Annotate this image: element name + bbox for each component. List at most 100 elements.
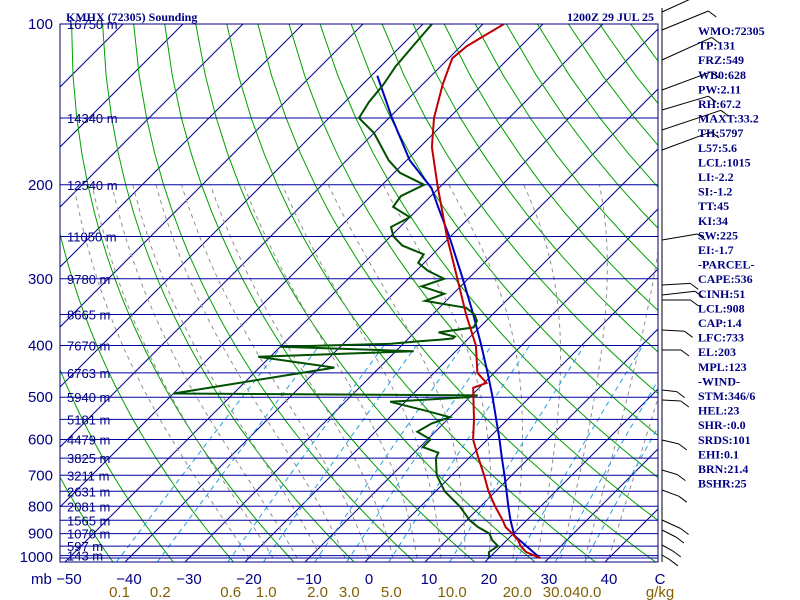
mixing-ratio-line [262, 345, 417, 562]
height-tick-label: 5181 m [67, 412, 110, 427]
plot-frame [59, 23, 659, 563]
mixing-ratio-tick-label: 0.1 [109, 584, 130, 600]
isotherm-line [60, 24, 184, 148]
wind-barb [661, 131, 712, 151]
index-item: LI:-2.2 [698, 170, 734, 184]
wind-barb [661, 389, 677, 393]
isotherm-line [124, 28, 658, 562]
mixing-ratio-line [227, 345, 385, 562]
isotherm-line [484, 388, 658, 562]
height-tick-label: 143 m [67, 549, 103, 564]
wind-barb-flag [678, 443, 688, 451]
chart-title: KMHX (72305) Sounding [66, 10, 197, 24]
wind-barb-flag [694, 290, 704, 298]
wind-barb-flag [690, 299, 699, 307]
mixing-ratio-tick-label: 30.0 [543, 584, 572, 600]
index-item: CAPE:536 [698, 272, 753, 286]
moist-adiabat-line [181, 184, 370, 559]
dry-adiabat-line [474, 24, 658, 270]
pressure-tick-label: 900 [28, 526, 53, 543]
height-tick-label: 3825 m [67, 451, 110, 466]
pressure-tick-label: 1000 [20, 549, 53, 566]
temperature-tick-label: −50 [56, 571, 81, 588]
index-item: STM:346/6 [698, 389, 755, 403]
pressure-tick-label: 400 [28, 338, 53, 355]
moist-adiabat-line [243, 184, 418, 559]
temperature-tick-label: −40 [116, 571, 141, 588]
dry-adiabat-line [60, 368, 174, 562]
temperature-tick-label: 10 [421, 571, 438, 588]
isotherm-line [544, 448, 658, 562]
height-tick-label: 597 m [67, 539, 103, 554]
mixing-ratio-line [583, 426, 658, 562]
pressure-tick-label: 500 [28, 389, 53, 406]
dry-adiabat-line [381, 24, 658, 395]
index-item: L57:5.6 [698, 141, 737, 155]
chart-timestamp: 1200Z 29 JUL 25 [567, 10, 654, 24]
index-item: TT:45 [698, 199, 729, 213]
wind-barb-flag [680, 400, 690, 408]
temperature-tick-label: 40 [601, 571, 618, 588]
pressure-tick-label: 600 [28, 432, 53, 449]
height-tick-label: 1565 m [67, 513, 110, 528]
wind-barb [661, 554, 671, 561]
height-tick-label: 5940 m [67, 390, 110, 405]
mixing-ratio-tick-label: 20.0 [503, 584, 532, 600]
height-tick-label: 8665 m [67, 308, 110, 323]
wind-barb-flag [669, 559, 679, 567]
pressure-tick-label: 300 [28, 271, 53, 288]
dry-adiabat-line [412, 24, 658, 353]
index-item: PW:2.11 [698, 82, 741, 96]
wind-barb-flag [696, 233, 706, 241]
temperature-tick-label: −20 [236, 571, 261, 588]
mixing-ratio-line [156, 345, 320, 562]
temperature-tick-label: 0 [365, 571, 373, 588]
index-item: WB0:628 [698, 68, 746, 82]
index-item: SI:-1.2 [698, 185, 732, 199]
height-tick-label: 4479 m [67, 433, 110, 448]
index-item: CAP:1.4 [698, 316, 742, 330]
moist-adiabat-line [523, 184, 562, 559]
wind-barb-flag [710, 131, 720, 139]
mixing-ratio-line [449, 345, 585, 562]
dry-adiabat-line [60, 476, 114, 562]
isotherm-line [60, 24, 304, 268]
wind-barb-flag [676, 391, 686, 399]
wind-barb-flag [678, 495, 688, 503]
moist-adiabat-line [382, 184, 492, 559]
dry-adiabat-line [443, 24, 658, 312]
wind-barb [661, 0, 690, 13]
wind-barb [661, 489, 679, 497]
parcel-trace [376, 75, 541, 559]
dry-adiabat-line [288, 24, 658, 521]
wind-barb [661, 95, 709, 111]
isotherm-line [184, 88, 658, 562]
height-tick-label: 2081 m [67, 499, 110, 514]
index-item: RH:67.2 [698, 97, 741, 111]
dry-adiabat-line [226, 24, 597, 562]
wind-barb-flag [710, 71, 720, 79]
wind-barb [661, 282, 691, 286]
height-tick-label: 6763 m [67, 366, 110, 381]
index-item: SRDS:101 [698, 433, 751, 447]
mixing-ratio-tick-label: 1.0 [256, 584, 277, 600]
dry-adiabat-line [60, 231, 235, 562]
wind-barb [661, 544, 673, 552]
index-item: EHI:0.1 [698, 447, 739, 461]
dry-adiabat-line [164, 24, 476, 562]
index-item: BRN:21.4 [698, 462, 748, 476]
mixing-ratio-line [115, 345, 283, 562]
wind-barb-flag [675, 536, 685, 544]
wind-barb [661, 233, 698, 241]
mixing-ratio-line [346, 345, 493, 562]
isotherm-line [60, 24, 244, 208]
moist-adiabat-line [448, 184, 523, 559]
mixing-ratio-tick-label: 5.0 [381, 584, 402, 600]
wind-barb-flag [689, 282, 699, 290]
wind-barb-flag [707, 10, 717, 18]
index-item: SW:225 [698, 228, 738, 242]
pressure-tick-label: 200 [28, 177, 53, 194]
mixing-ratio-tick-label: 2.0 [307, 584, 328, 600]
